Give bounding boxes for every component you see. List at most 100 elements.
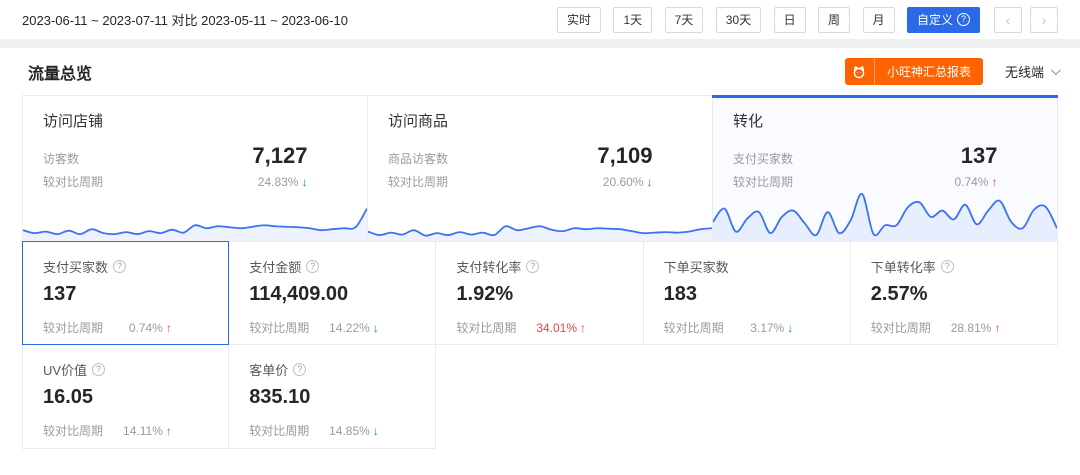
range-button-label: 日	[783, 13, 796, 27]
kpi-compare-row: 较对比周期 14.22% ↓	[249, 319, 415, 336]
change-percent: 24.83%	[257, 174, 299, 189]
summary-report-label: 小旺神汇总报表	[886, 65, 971, 79]
kpi-compare-row: 较对比周期 14.11% ↑	[43, 422, 208, 439]
kpi-card-label-row: 下单转化率 ?	[871, 257, 1037, 276]
compare-period-label: 较对比周期	[43, 321, 104, 335]
kpi-value: 137	[43, 283, 77, 305]
kpi-card[interactable]: 支付买家数 ? 137 较对比周期 0.74% ↑	[22, 241, 230, 345]
change-indicator: 3.17% ↓	[750, 319, 793, 336]
range-button-label: 7天	[674, 13, 694, 27]
range-button[interactable]: 日 ?	[773, 6, 806, 33]
range-button-label: 自定义	[916, 13, 953, 27]
kpi-card-label-row: 支付转化率 ?	[456, 257, 622, 276]
next-period-button[interactable]: ›	[1030, 6, 1058, 33]
kpi-label: 支付转化率	[456, 260, 522, 275]
kpi-card-label-row: UV价值 ?	[43, 360, 208, 379]
compare-period-label: 较对比周期	[43, 175, 104, 189]
summary-report-button[interactable]: 小旺神汇总报表	[844, 58, 983, 85]
kpi-label: 下单买家数	[663, 260, 729, 275]
range-buttons-group: 实时 ? 1天 ? 7天 ? 30天 ?	[549, 6, 1058, 33]
page-title: 流量总览	[28, 65, 93, 83]
kpi-card[interactable]: 支付金额 ? 114,409.00 较对比周期 14.22% ↓	[229, 241, 437, 345]
kpi-label: 下单转化率	[870, 260, 936, 275]
kpi-label: 支付金额	[249, 260, 302, 275]
change-indicator: 14.22% ↓	[329, 319, 379, 336]
kpi-card-label-row: 支付买家数 ?	[43, 257, 208, 276]
date-range-text: 2023-06-11 ~ 2023-07-11 对比 2023-05-11 ~ …	[22, 13, 348, 28]
trend-metric-label: 支付买家数	[733, 152, 794, 166]
trend-arrow-icon: ↓	[646, 174, 653, 189]
trend-panel-title: 转化	[733, 113, 764, 130]
trend-compare-row: 较对比周期 24.83% ↓	[43, 173, 347, 190]
help-icon[interactable]: ?	[940, 260, 954, 273]
kpi-label: UV价值	[43, 363, 88, 378]
trend-arrow-icon: ↑	[165, 320, 172, 335]
trend-metric-label: 商品访客数	[388, 152, 449, 166]
trend-metric-row: 访客数 7,127	[43, 145, 347, 167]
sparkline-chart	[713, 186, 1057, 241]
range-button[interactable]: 月 ?	[862, 6, 895, 33]
sparkline-chart	[23, 186, 367, 241]
range-button[interactable]: 周 ?	[818, 6, 851, 33]
trend-arrow-icon: ↓	[301, 174, 308, 189]
trend-arrow-icon: ↑	[580, 320, 587, 335]
trend-panel-head: 访问店铺 访客数 7,127 较对比周期 24.83% ↓	[23, 96, 367, 189]
trend-panel-head: 转化 支付买家数 137 较对比周期 0.74% ↑	[713, 96, 1057, 189]
kpi-label: 支付买家数	[43, 260, 109, 275]
compare-period-label: 较对比周期	[456, 321, 517, 335]
change-percent: 14.11%	[123, 423, 163, 438]
trend-arrow-icon: ↑	[991, 174, 998, 189]
kpi-card-label-row: 下单买家数 ?	[664, 257, 830, 276]
date-range-toolbar: 2023-06-11 ~ 2023-07-11 对比 2023-05-11 ~ …	[0, 0, 1080, 39]
kpi-card[interactable]: UV价值 ? 16.05 较对比周期 14.11% ↑	[22, 345, 230, 449]
change-percent: 3.17%	[750, 320, 785, 335]
change-indicator: 24.83% ↓	[258, 173, 308, 190]
kpi-compare-row: 较对比周期 28.81% ↑	[871, 319, 1037, 336]
help-icon[interactable]: ?	[113, 260, 127, 273]
kpi-card[interactable]: 下单转化率 ? 2.57% 较对比周期 28.81% ↑	[850, 241, 1058, 345]
terminal-selector[interactable]: 无线端	[1004, 62, 1061, 81]
change-percent: 20.60%	[602, 174, 644, 189]
range-buttons: 实时 ? 1天 ? 7天 ? 30天 ?	[549, 6, 980, 33]
help-icon[interactable]: ?	[293, 363, 307, 376]
trend-metric-value: 137	[960, 143, 998, 168]
trend-panel-tab[interactable]: 访问店铺 访客数 7,127 较对比周期 24.83% ↓	[23, 96, 367, 241]
range-button-label: 实时	[567, 13, 592, 27]
change-indicator: 14.85% ↓	[329, 422, 379, 439]
range-button[interactable]: 30天 ?	[715, 6, 762, 33]
prev-period-button[interactable]: ‹	[994, 6, 1022, 33]
change-indicator: 14.11% ↑	[123, 422, 172, 439]
range-button[interactable]: 7天 ?	[664, 6, 704, 33]
kpi-label: 客单价	[249, 363, 289, 378]
trend-panel-tab[interactable]: 访问商品 商品访客数 7,109 较对比周期 20.60% ↓	[367, 96, 712, 241]
kpi-value: 183	[663, 283, 697, 305]
trend-arrow-icon: ↑	[994, 320, 1001, 335]
help-icon: ?	[957, 13, 970, 26]
kpi-card[interactable]: 下单买家数 ? 183 较对比周期 3.17% ↓	[643, 241, 851, 345]
range-button[interactable]: 实时 ?	[557, 6, 602, 33]
trend-metric-value: 7,109	[597, 143, 653, 168]
kpi-card-label-row: 客单价 ?	[249, 360, 415, 379]
range-button[interactable]: 1天 ?	[613, 6, 653, 33]
change-percent: 28.81%	[950, 320, 992, 335]
kpi-card[interactable]: 客单价 ? 835.10 较对比周期 14.85% ↓	[229, 345, 437, 449]
help-icon[interactable]: ?	[92, 363, 106, 376]
change-percent: 14.85%	[329, 423, 370, 438]
trend-panel-title: 访问店铺	[43, 113, 104, 130]
kpi-card[interactable]: 支付转化率 ? 1.92% 较对比周期 34.01% ↑	[436, 241, 644, 345]
range-button-label: 30天	[725, 13, 752, 27]
help-icon[interactable]: ?	[526, 260, 540, 273]
change-indicator: 20.60% ↓	[603, 173, 653, 190]
change-indicator: 34.01% ↑	[536, 319, 586, 336]
trend-panel-tab[interactable]: 转化 支付买家数 137 较对比周期 0.74% ↑	[712, 95, 1058, 241]
trend-panels: 访问店铺 访客数 7,127 较对比周期 24.83% ↓	[22, 95, 1058, 241]
terminal-selector-value: 无线端	[1004, 65, 1044, 80]
range-button-label: 周	[828, 13, 841, 27]
help-icon[interactable]: ?	[306, 260, 320, 273]
kpi-compare-row: 较对比周期 34.01% ↑	[456, 319, 622, 336]
change-percent: 34.01%	[536, 320, 578, 335]
trend-arrow-icon: ↓	[372, 320, 379, 335]
range-button[interactable]: 自定义 ?	[906, 6, 980, 33]
compare-period-label: 较对比周期	[388, 175, 449, 189]
trend-panel-head: 访问商品 商品访客数 7,109 较对比周期 20.60% ↓	[368, 96, 712, 189]
